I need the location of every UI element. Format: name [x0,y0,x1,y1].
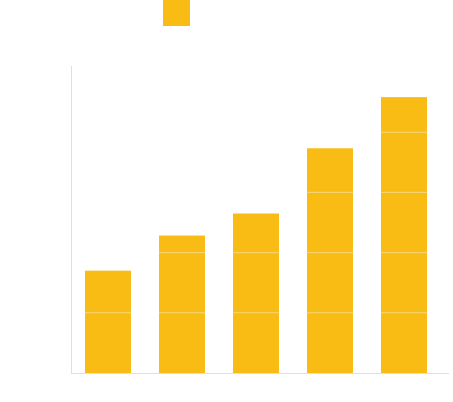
bars-group [85,97,427,373]
bar-4 [307,148,353,373]
bar-5 [381,97,427,373]
bar-3 [233,213,279,373]
bar-2 [159,235,205,373]
bar-1 [85,270,131,373]
grid-lines [85,131,427,314]
legend-swatch [163,0,190,26]
